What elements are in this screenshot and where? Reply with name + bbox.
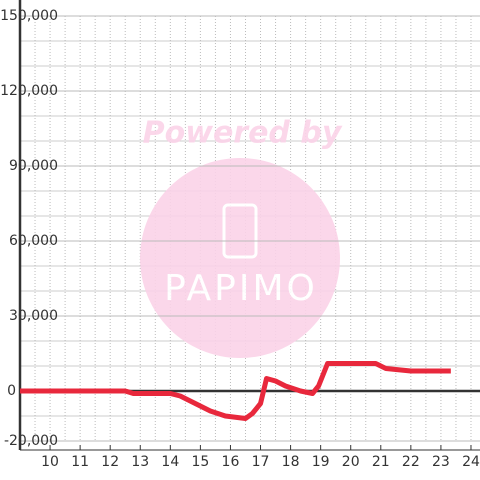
x-tick-label: 16 [222,454,240,470]
y-tick-label: 120,000 [0,83,58,99]
x-tick-label: 18 [282,454,300,470]
watermark: Powered by PAPIMO [140,116,343,358]
x-tick-label: 11 [71,454,89,470]
x-tick-label: 22 [402,454,420,470]
x-tick-label: 14 [161,454,179,470]
y-tick-label: -20,000 [4,433,58,449]
x-tick-label: 12 [101,454,119,470]
x-tick-label: 15 [191,454,209,470]
watermark-phone [222,203,258,259]
x-tick-label: 24 [462,454,480,470]
y-tick-label: 0 [7,383,16,399]
x-tick-label: 10 [41,454,59,470]
x-tick-label: 13 [131,454,149,470]
x-tick-label: 23 [432,454,450,470]
y-tick-label: 60,000 [9,233,58,249]
watermark-text: Powered by [143,116,343,151]
watermark-logo: PAPIMO [164,268,318,309]
x-tick-label: 19 [312,454,330,470]
x-tick-label: 21 [372,454,390,470]
y-tick-label: 150,000 [0,8,58,24]
line [20,361,451,421]
y-tick-label: 30,000 [9,308,58,324]
x-tick-label: 20 [342,454,360,470]
x-tick-label: 17 [252,454,270,470]
y-tick-label: 90,000 [9,158,58,174]
